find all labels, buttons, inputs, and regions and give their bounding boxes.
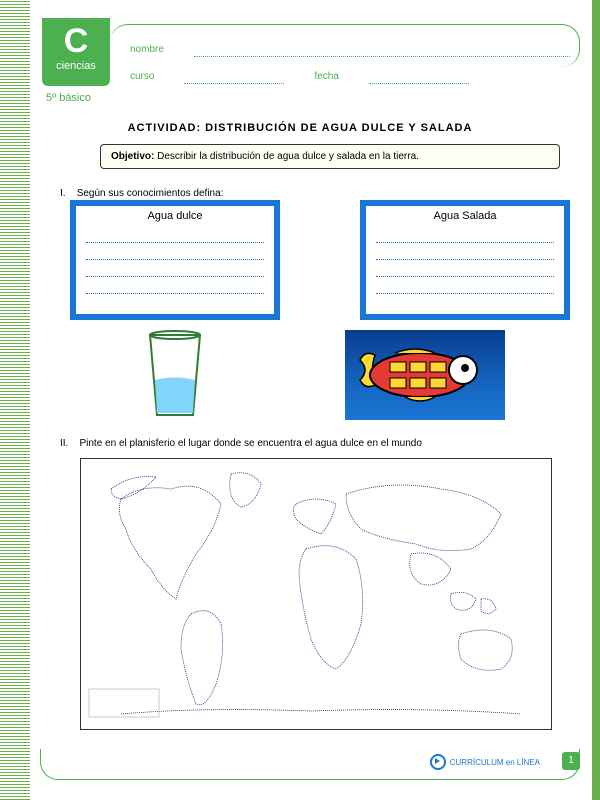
subject-badge: C ciencias — [42, 18, 110, 86]
world-map[interactable] — [80, 458, 552, 730]
date-field-label: fecha — [314, 71, 338, 84]
course-field-label: curso — [130, 71, 154, 84]
write-line[interactable] — [86, 226, 264, 243]
write-line[interactable] — [376, 260, 554, 277]
objective-text: Describir la distribución de agua dulce … — [157, 151, 419, 162]
course-field-line[interactable] — [184, 71, 284, 84]
water-glass-icon — [135, 330, 215, 420]
right-decorative-border — [592, 0, 600, 800]
logo-play-icon — [430, 754, 446, 770]
agua-salada-box[interactable]: Agua Salada — [360, 200, 570, 320]
agua-salada-title: Agua Salada — [376, 210, 554, 222]
fish-illustration — [345, 330, 505, 420]
write-line[interactable] — [86, 260, 264, 277]
name-field-line[interactable] — [194, 44, 570, 57]
write-line[interactable] — [86, 243, 264, 260]
left-decorative-border — [0, 0, 30, 800]
write-line[interactable] — [376, 243, 554, 260]
write-line[interactable] — [376, 226, 554, 243]
grade-label: 5º básico — [46, 92, 91, 104]
subject-label: ciencias — [42, 60, 110, 72]
date-field-line[interactable] — [369, 71, 469, 84]
q1-text: Según sus conocimientos defina: — [77, 188, 224, 199]
definition-boxes: Agua dulce Agua Salada — [70, 200, 570, 320]
objective-box: Objetivo: Describir la distribución de a… — [100, 144, 560, 169]
name-field-label: nombre — [130, 44, 164, 57]
header-fields: nombre curso fecha — [130, 44, 570, 98]
write-line[interactable] — [376, 277, 554, 294]
question-1: I. Según sus conocimientos defina: — [60, 188, 223, 199]
badge-letter: C — [42, 24, 110, 58]
q1-number: I. — [60, 188, 66, 199]
activity-title: ACTIVIDAD: DISTRIBUCIÓN DE AGUA DULCE Y … — [0, 122, 600, 134]
agua-dulce-box[interactable]: Agua dulce — [70, 200, 280, 320]
footer-logo: CURRÍCULUM en LÍNEA — [430, 754, 540, 770]
objective-label: Objetivo: — [111, 151, 154, 162]
question-2: II. Pinte en el planisferio el lugar don… — [60, 438, 422, 449]
footer-logo-text: CURRÍCULUM en LÍNEA — [450, 758, 540, 767]
q2-number: II. — [60, 438, 68, 449]
page-number: 1 — [562, 752, 580, 770]
q2-text: Pinte en el planisferio el lugar donde s… — [79, 438, 421, 449]
write-line[interactable] — [86, 277, 264, 294]
illustration-row — [70, 330, 570, 420]
agua-dulce-title: Agua dulce — [86, 210, 264, 222]
